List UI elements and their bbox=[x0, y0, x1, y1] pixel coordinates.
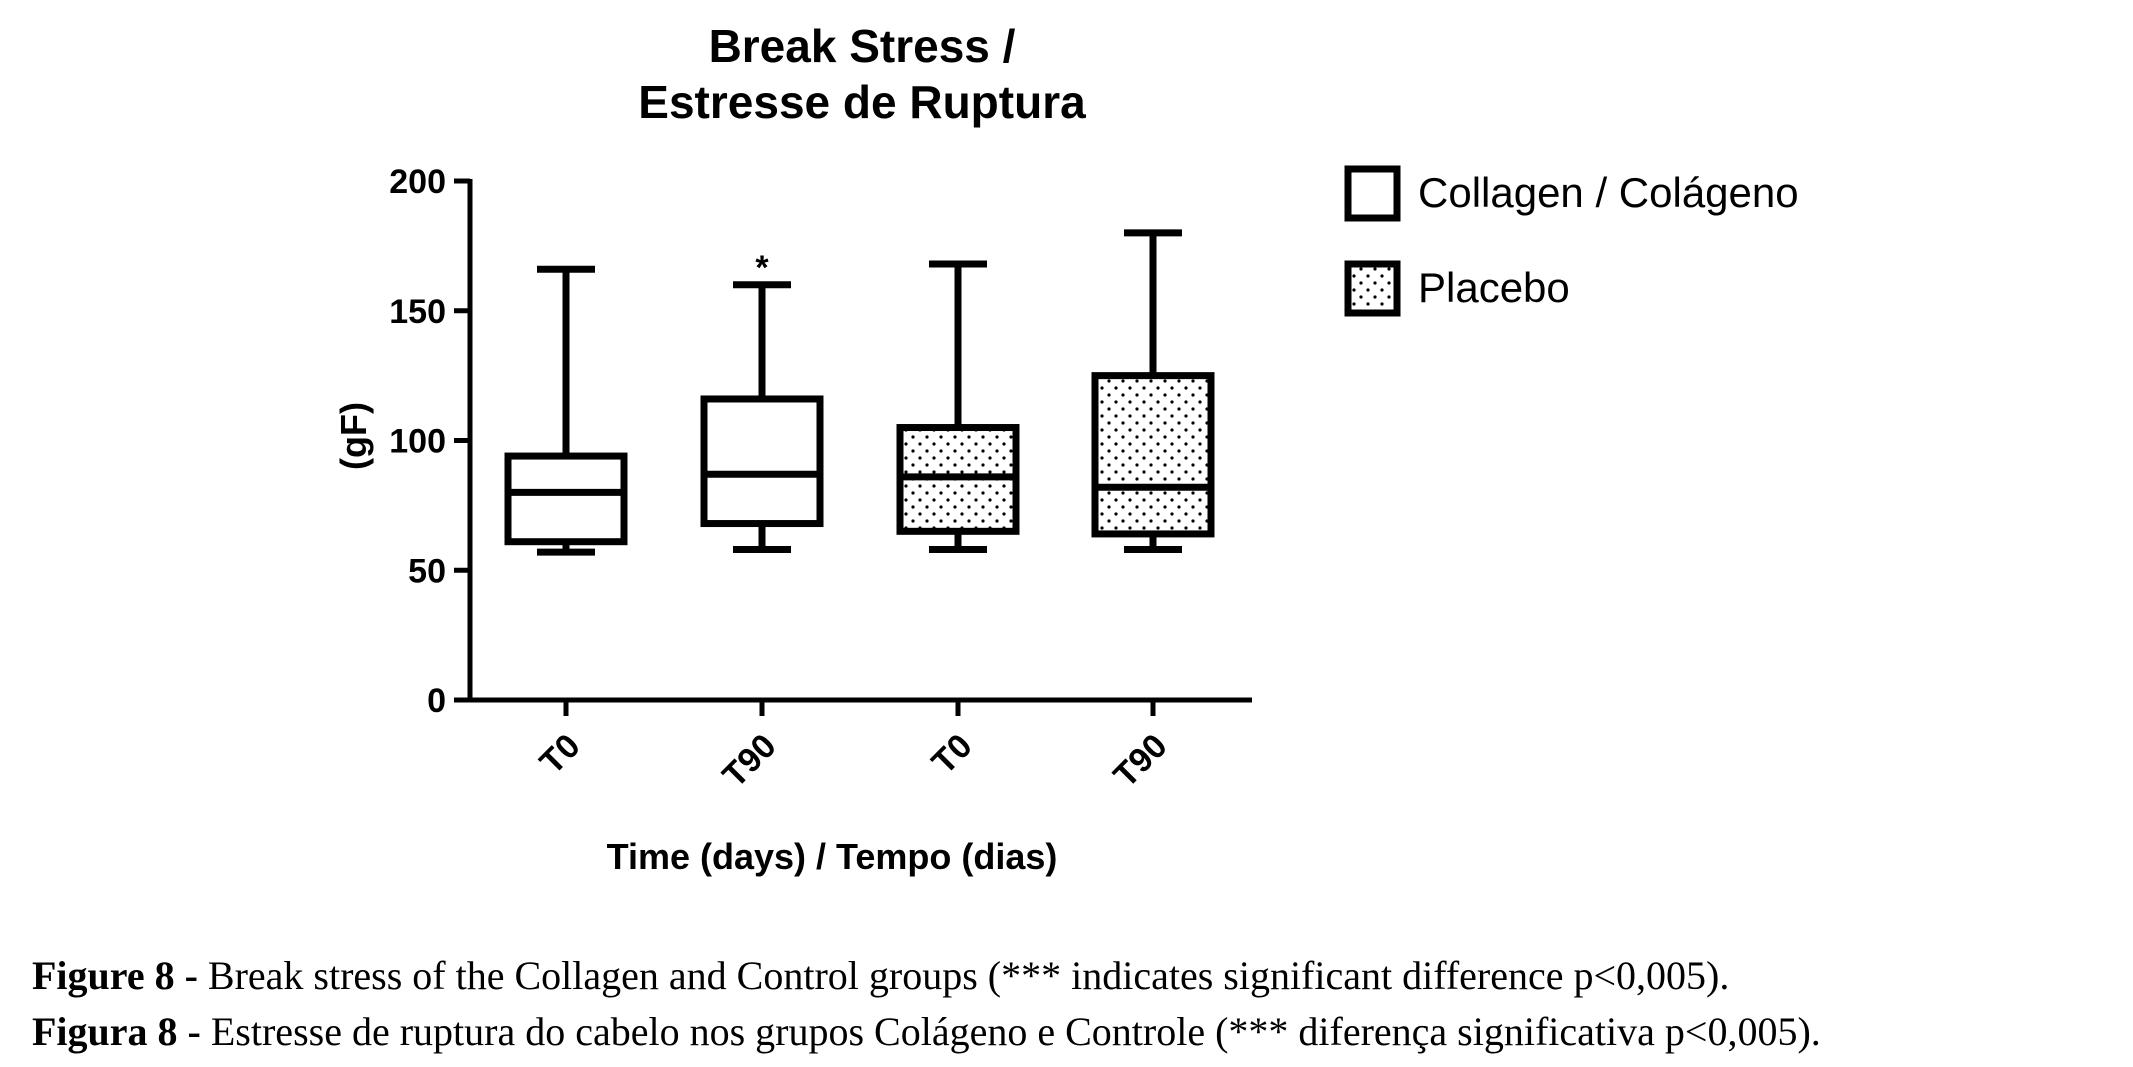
legend-swatch bbox=[1344, 260, 1401, 317]
boxes: * bbox=[504, 229, 1215, 556]
interquartile-box bbox=[504, 452, 628, 546]
caption-text-portuguese: Estresse de ruptura do cabelo nos grupos… bbox=[200, 1009, 1821, 1054]
chart-title-line-1: Break Stress / bbox=[709, 20, 1016, 72]
x-tick-label: T90 bbox=[715, 727, 783, 795]
legend-label: Placebo bbox=[1418, 264, 1570, 311]
y-tick-label: 150 bbox=[389, 293, 446, 331]
x-axis-label: Time (days) / Tempo (dias) bbox=[607, 836, 1058, 877]
box-2: * bbox=[700, 249, 824, 553]
legend: Collagen / Colágeno Placebo bbox=[1344, 165, 1799, 317]
y-axis-label: (gF) bbox=[333, 402, 374, 470]
box-4 bbox=[1091, 229, 1215, 553]
interquartile-box bbox=[700, 395, 824, 528]
interquartile-box bbox=[1091, 372, 1215, 538]
box-3 bbox=[896, 260, 1020, 553]
caption-text-english: Break stress of the Collagen and Control… bbox=[197, 953, 1730, 998]
x-tick-label: T90 bbox=[1106, 727, 1174, 795]
legend-label: Collagen / Colágeno bbox=[1418, 169, 1799, 216]
y-tick-label: 0 bbox=[427, 682, 446, 720]
caption-line-portuguese: Figura 8 - Estresse de ruptura do cabelo… bbox=[32, 1008, 1821, 1055]
legend-swatch bbox=[1344, 165, 1401, 222]
caption-label-portuguese: Figura 8 - bbox=[32, 1009, 201, 1054]
caption-line-english: Figure 8 - Break stress of the Collagen … bbox=[32, 952, 1729, 999]
y-tick-label: 100 bbox=[389, 423, 446, 461]
chart-title-line-2: Estresse de Ruptura bbox=[638, 76, 1086, 128]
significance-marker: * bbox=[755, 249, 769, 287]
y-tick-label: 200 bbox=[389, 163, 446, 201]
caption-label-english: Figure 8 - bbox=[32, 953, 198, 998]
x-tick-label: T0 bbox=[533, 727, 588, 782]
y-tick-label: 50 bbox=[408, 552, 446, 590]
box-1 bbox=[504, 265, 628, 556]
x-tick-label: T0 bbox=[925, 727, 980, 782]
